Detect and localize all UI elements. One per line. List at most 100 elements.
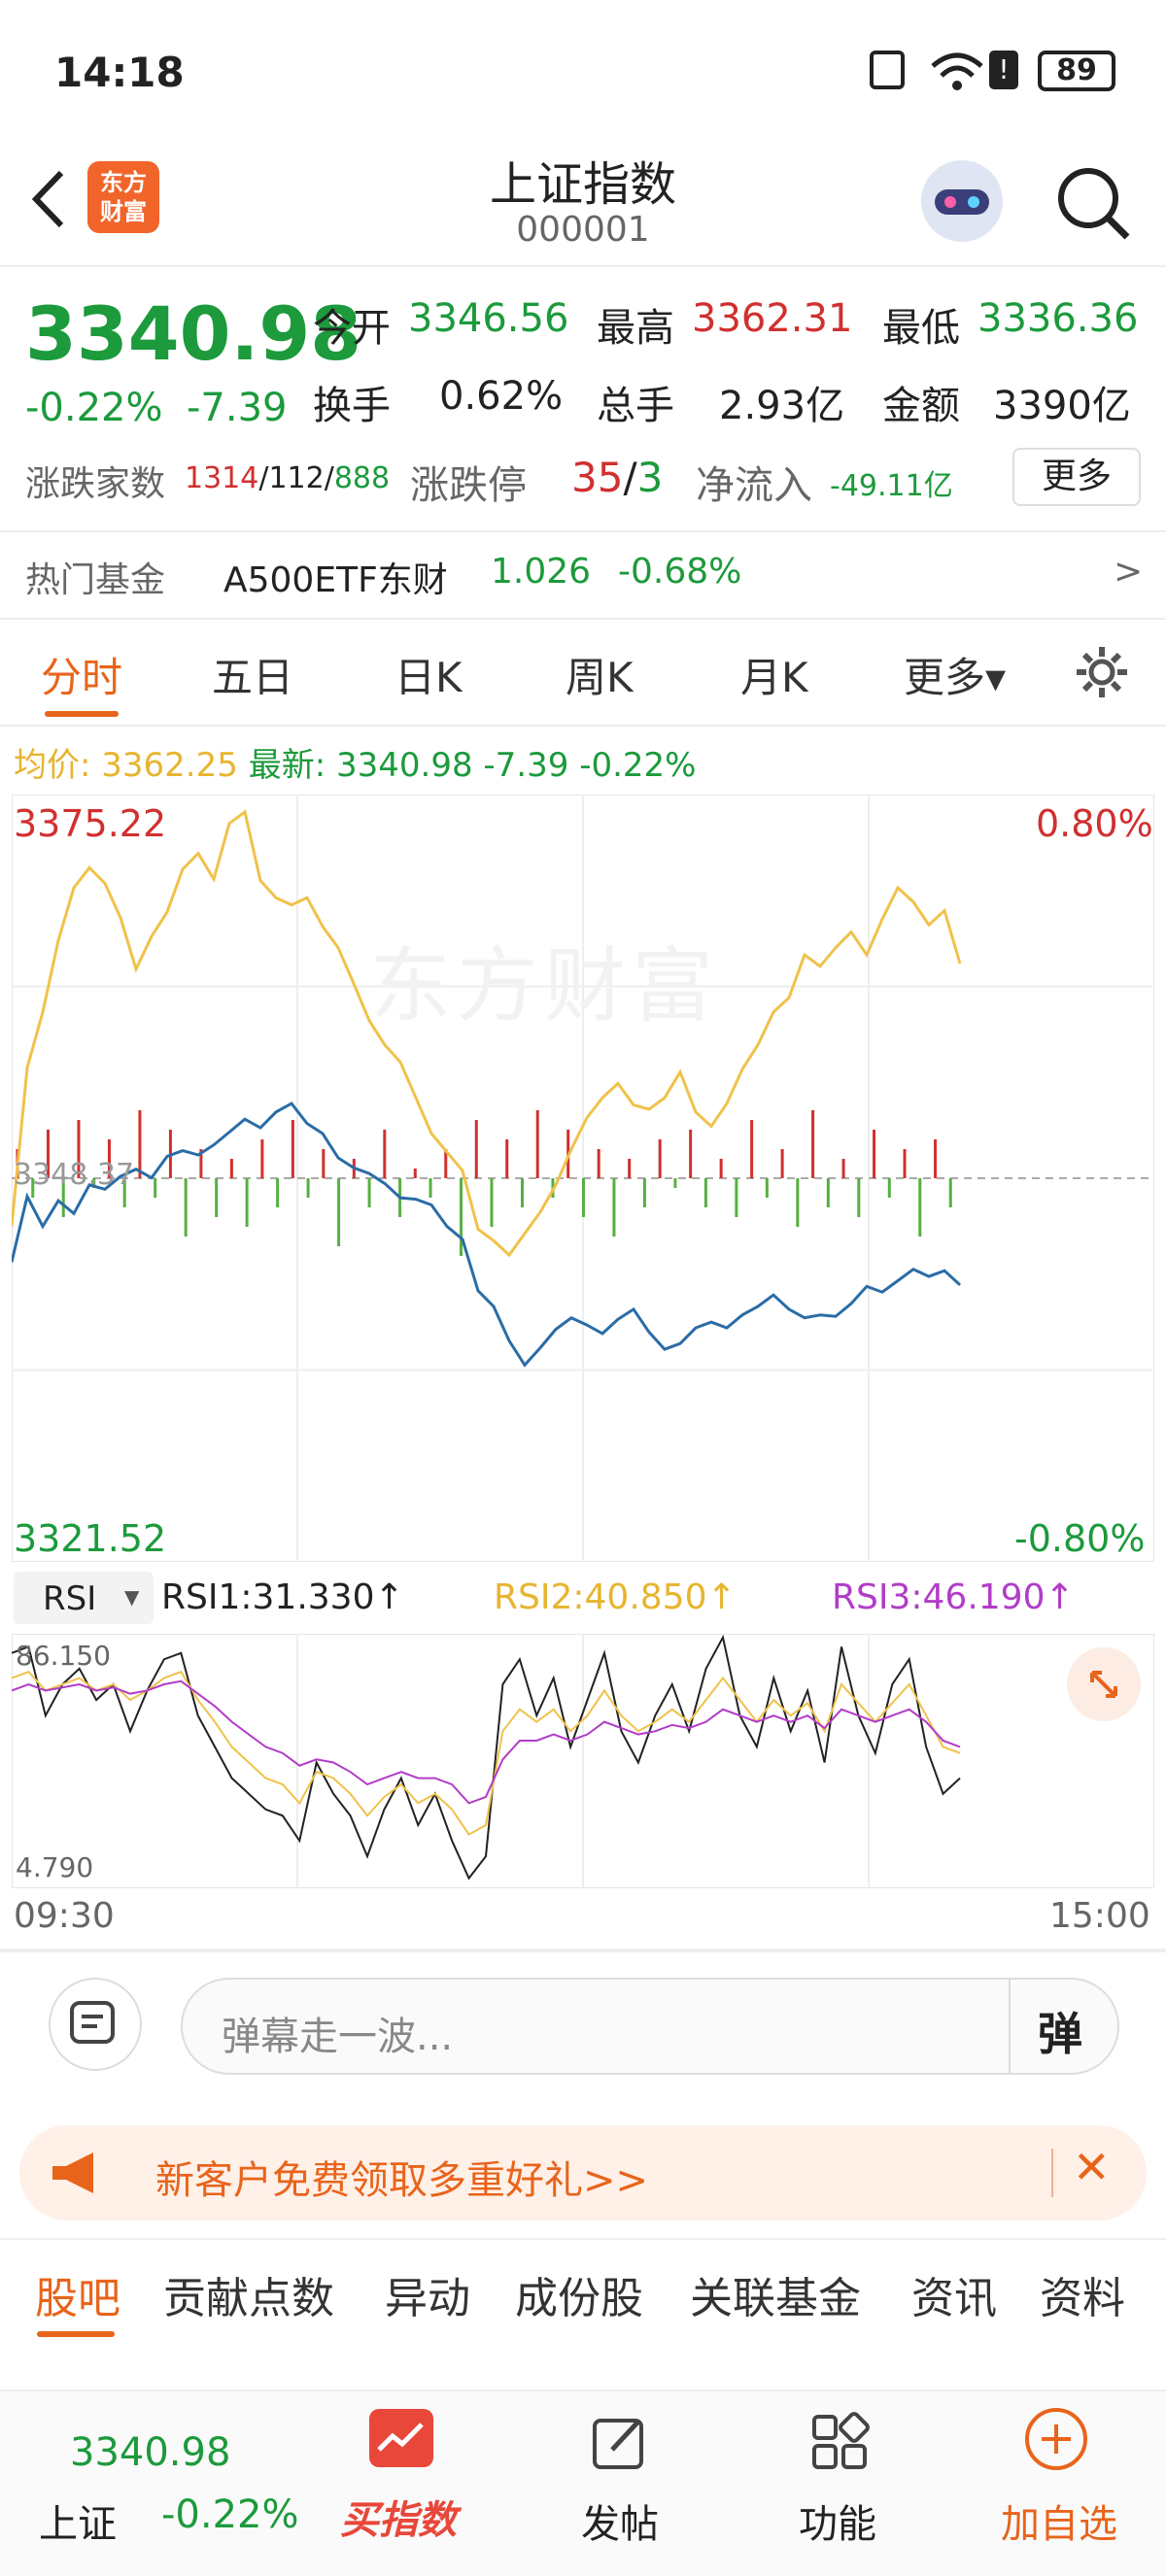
status-time: 14:18 (54, 49, 185, 96)
alert-icon: ! (989, 51, 1018, 89)
series-avg-line (12, 809, 962, 1258)
turnover-label: 换手 (313, 384, 391, 428)
function-button[interactable]: 功能 (799, 2502, 876, 2547)
limit-label: 涨跌停 (410, 463, 527, 508)
limit-values: 35/3 (571, 454, 664, 501)
megaphone-icon (52, 2152, 93, 2193)
rsi-selector[interactable]: RSI ▼ (14, 1572, 154, 1624)
rsi3-value: RSI3:46.190↑ (832, 1577, 1075, 1617)
battery-icon: 89 (1038, 51, 1115, 91)
subtab-related-funds[interactable]: 关联基金 (690, 2274, 861, 2323)
axis-bottom-price: 3321.52 (14, 1517, 167, 1560)
watermark: 东方财富 (369, 938, 720, 1034)
vibrate-icon (870, 51, 905, 89)
netflow-label: 净流入 (696, 463, 812, 508)
netflow-value: -49.11亿 (830, 469, 953, 503)
low-label: 最低 (882, 306, 960, 351)
danmu-placeholder: 弹幕走一波... (222, 2015, 454, 2059)
axis-top-price: 3375.22 (14, 802, 167, 845)
rsi-line-3 (12, 1679, 961, 1805)
expand-icon[interactable] (1067, 1647, 1141, 1721)
buy-index-icon[interactable] (369, 2409, 433, 2467)
more-quote-button[interactable]: 更多 (1012, 448, 1141, 506)
post-button[interactable]: 发帖 (581, 2502, 659, 2547)
change-value: -7.39 (187, 386, 288, 430)
rsi1-value: RSI1:31.330↑ (161, 1577, 404, 1617)
subtab-constituents[interactable]: 成份股 (515, 2274, 643, 2323)
tab-more[interactable]: 更多▾ (904, 654, 1007, 701)
edit-post-icon[interactable] (589, 2411, 651, 2473)
rsi-min: 4.790 (16, 1851, 94, 1883)
high-value: 3362.31 (692, 296, 853, 341)
time-start: 09:30 (14, 1896, 115, 1936)
axis-top-pct: 0.80% (1036, 802, 1153, 845)
bottom-price: 3340.98 (70, 2430, 231, 2475)
danmu-input[interactable]: 弹幕走一波... 弹 (181, 1978, 1119, 2075)
close-icon[interactable]: ✕ (1073, 2141, 1111, 2193)
subtab-news[interactable]: 资讯 (911, 2274, 997, 2323)
tab-monthly-k[interactable]: 月K (740, 654, 808, 701)
volume-value: 2.93亿 (719, 384, 845, 428)
comment-icon[interactable] (49, 1978, 142, 2071)
chevron-right-icon: > (1114, 552, 1144, 592)
series-price-line (12, 1102, 962, 1368)
function-grid-icon[interactable] (808, 2411, 871, 2473)
rsi-line-2 (12, 1670, 961, 1836)
status-bar: 14:18 ! 89 (0, 0, 1166, 146)
rsi-line-1 (12, 1634, 961, 1881)
promo-banner[interactable]: 新客户免费领取多重好礼>> ✕ (19, 2125, 1147, 2220)
robot-avatar-icon[interactable] (921, 160, 1003, 242)
page-title: 上证指数 (489, 157, 676, 212)
danmu-toggle-icon[interactable]: 弹 (1038, 2008, 1082, 2060)
tab-five-day[interactable]: 五日 (212, 654, 294, 701)
intraday-chart-area: 均价: 3362.25 最新: 3340.98 -7.39 -0.22% 337… (0, 727, 1166, 1950)
active-tab-indicator (45, 711, 119, 717)
bottom-pct: -0.22% (161, 2492, 299, 2537)
quote-panel: 3340.98 -0.22% -7.39 今开 3346.56 最高 3362.… (0, 269, 1166, 531)
high-label: 最高 (597, 306, 674, 351)
time-end: 15:00 (1049, 1896, 1150, 1936)
subtab-profile[interactable]: 资料 (1040, 2274, 1125, 2323)
wifi-icon (931, 52, 983, 90)
top-navigation: 东方 财富 上证指数 000001 (0, 146, 1166, 267)
add-watchlist-button[interactable]: 加自选 (1001, 2502, 1117, 2547)
search-icon[interactable] (1049, 159, 1137, 247)
hot-fund-row[interactable]: 热门基金 A500ETF东财 1.026 -0.68% > (0, 532, 1166, 618)
intraday-price-chart[interactable] (12, 795, 1154, 1562)
tab-weekly-k[interactable]: 周K (566, 654, 634, 701)
chart-tabs: 分时 五日 日K 周K 月K 更多▾ (0, 620, 1166, 727)
rsi-max: 86.150 (16, 1640, 111, 1672)
hot-fund-name: A500ETF东财 (223, 560, 448, 600)
subtab-contribution[interactable]: 贡献点数 (163, 2274, 334, 2323)
promo-text: 新客户免费领取多重好礼>> (155, 2158, 649, 2203)
amount-label: 金额 (882, 384, 960, 428)
low-value: 3336.36 (977, 296, 1139, 341)
dropdown-arrow-icon: ▼ (124, 1585, 140, 1609)
buy-index-button[interactable]: 买指数 (340, 2498, 457, 2543)
subtab-anomaly[interactable]: 异动 (385, 2274, 470, 2323)
axis-mid-price: 3348.37 (14, 1158, 135, 1192)
change-pct: -0.22% (25, 386, 163, 430)
rsi2-value: RSI2:40.850↑ (494, 1577, 737, 1617)
axis-bottom-pct: -0.80% (1014, 1517, 1146, 1560)
rsi-chart[interactable] (12, 1634, 1154, 1888)
subtab-guba[interactable]: 股吧 (35, 2274, 120, 2323)
app-logo[interactable]: 东方 财富 (87, 161, 159, 233)
back-icon[interactable] (24, 165, 73, 233)
tab-intraday[interactable]: 分时 (41, 654, 123, 701)
add-watchlist-icon[interactable] (1022, 2405, 1090, 2473)
turnover-value: 0.62% (439, 374, 564, 419)
hot-fund-label: 热门基金 (25, 560, 166, 600)
breadth-label: 涨跌家数 (25, 464, 166, 504)
amount-value: 3390亿 (993, 384, 1131, 428)
gear-icon[interactable] (1073, 643, 1131, 701)
bottom-toolbar: 3340.98 上证 -0.22% 买指数 发帖 功能 加自选 (0, 2390, 1166, 2576)
hot-fund-price: 1.026 (491, 552, 592, 592)
chart-info-line: 均价: 3362.25 最新: 3340.98 -7.39 -0.22% (14, 746, 697, 785)
open-label: 今开 (313, 306, 391, 351)
open-value: 3346.56 (408, 296, 569, 341)
last-price: 3340.98 (25, 290, 362, 377)
stock-code: 000001 (516, 210, 650, 250)
tab-daily-k[interactable]: 日K (394, 654, 463, 701)
bottom-index-name: 上证 (39, 2502, 117, 2547)
